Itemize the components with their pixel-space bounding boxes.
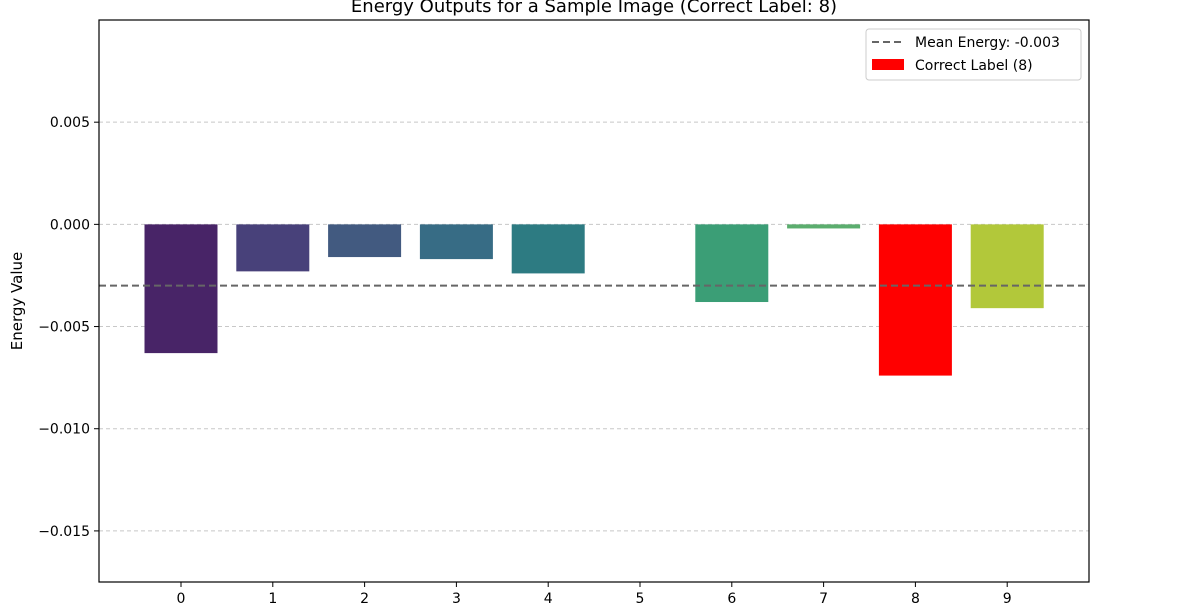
x-tick-label: 7: [819, 591, 828, 605]
plot-frame: [98, 19, 1090, 583]
legend-correct-swatch: [872, 59, 904, 70]
x-tick-label: 3: [452, 591, 461, 605]
x-tick-label: 8: [911, 591, 920, 605]
bar-4: [511, 224, 585, 274]
x-tick-label: 0: [177, 591, 186, 605]
chart-title: Energy Outputs for a Sample Image (Corre…: [351, 0, 837, 17]
x-tick-label: 9: [1003, 591, 1012, 605]
x-tick-label: 5: [636, 591, 645, 605]
x-tick-label: 1: [268, 591, 277, 605]
bar-2: [328, 224, 402, 258]
y-tick-label: −0.015: [38, 524, 90, 540]
bar-0: [144, 224, 218, 354]
x-axis-ticks: 0 1 2 3 4 5 6 7 8 9: [177, 582, 1012, 605]
y-tick-label: 0.000: [50, 217, 90, 233]
y-axis-title: Energy Value: [8, 252, 26, 350]
y-tick-label: −0.010: [38, 422, 90, 438]
x-tick-label: 4: [544, 591, 553, 605]
bar-3: [419, 224, 493, 260]
bar-6: [695, 224, 769, 303]
legend-correct-label: Correct Label (8): [915, 58, 1033, 74]
legend: Mean Energy: -0.003 Correct Label (8): [865, 28, 1082, 81]
y-axis-ticks: 0.005 0.000 −0.005 −0.010 −0.015: [38, 115, 99, 540]
legend-box: [865, 28, 1082, 81]
bar-1: [236, 224, 310, 272]
x-tick-label: 6: [727, 591, 736, 605]
x-tick-label: 2: [360, 591, 369, 605]
bar-8: [878, 224, 952, 376]
y-tick-label: 0.005: [50, 115, 90, 131]
legend-mean-label: Mean Energy: -0.003: [915, 35, 1060, 51]
bar-9: [970, 224, 1044, 309]
bars: [144, 224, 1044, 376]
bar-7: [787, 224, 861, 229]
y-tick-label: −0.005: [38, 320, 90, 336]
